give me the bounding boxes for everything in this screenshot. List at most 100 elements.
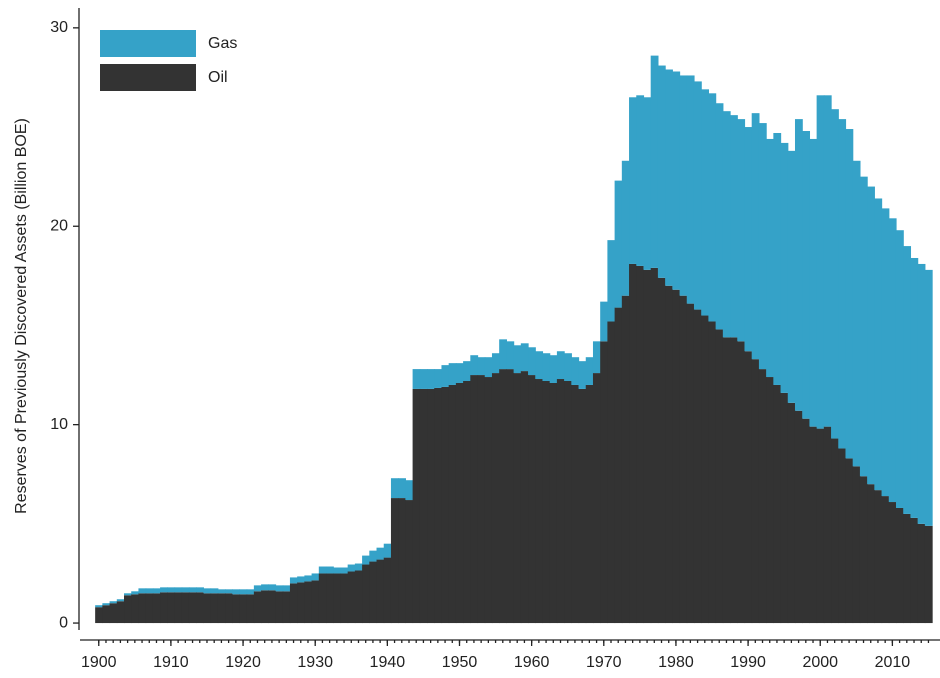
bar-segment [477,357,486,376]
legend-swatch [100,30,196,57]
bar-segment [513,373,522,624]
x-tick-label: 1900 [81,654,117,671]
bar-segment [614,307,623,624]
bar-segment [686,75,695,304]
bar-segment [455,382,464,624]
bar-segment [354,563,363,571]
bar-segment [506,369,515,624]
bar-segment [188,592,197,624]
bar-segment [188,587,197,593]
bar-segment [592,341,601,374]
bar-segment [326,573,334,624]
bar-segment [340,567,349,574]
bar-segment [225,589,233,594]
bar-segment [636,95,645,266]
bar-segment [744,127,753,352]
bar-segment [802,418,811,624]
bar-segment [455,363,464,383]
bar-segment [109,601,118,604]
bar-segment [145,593,154,624]
bar-segment [95,607,103,624]
bar-segment [383,557,392,624]
bar-segment [665,285,673,624]
bar-segment [441,365,450,387]
bar-segment [600,301,608,342]
y-tick-label: 0 [59,614,68,631]
bar-segment [109,603,118,624]
bar-segment [340,573,349,624]
bar-segment [701,89,710,316]
bar-segment [333,573,342,624]
bar-segment [831,109,839,439]
bar-segment [261,584,269,591]
bar-segment [874,490,883,624]
bar-segment [354,570,363,624]
bar-segment [318,573,327,624]
bar-segment [333,567,342,574]
bar-segment [845,458,854,624]
bar-segment [253,591,262,624]
bar-segment [614,180,623,308]
bar-segment [398,478,406,499]
x-tick-label: 1980 [658,654,694,671]
bar-segment [232,589,241,595]
bar-segment [773,384,782,624]
bar-segment [701,315,710,624]
bar-segment [405,480,414,501]
bar-segment [903,513,912,624]
bar-segment [246,594,255,624]
bar-segment [181,592,190,624]
bar-segment [528,375,536,624]
bar-segment [773,132,782,385]
bar-segment [470,355,479,376]
bar-segment [398,498,406,624]
bar-segment [347,571,356,624]
bar-segment [419,388,428,624]
bar-segment [362,564,370,624]
bar-segment [275,591,284,624]
bar-segment [607,321,616,624]
bar-segment [102,605,111,624]
bar-segment [730,337,738,624]
bar-segment [730,115,738,338]
bar-segment [506,341,515,370]
bar-segment [621,160,630,296]
bar-segment [650,55,659,268]
bar-segment [217,593,226,624]
bar-segment [499,339,507,370]
bar-segment [362,555,370,565]
bar-segment [145,588,154,594]
y-axis-label: Reserves of Previously Discovered Assets… [13,118,30,514]
bar-segment [751,359,760,624]
bar-segment [405,500,414,624]
bar-segment [780,392,789,624]
bar-segment [347,564,356,572]
bar-segment [571,384,580,624]
bar-segment [152,588,161,594]
bar-segment [816,95,825,429]
bar-segment [715,103,724,330]
x-tick-label: 2000 [802,654,838,671]
bar-segment [816,428,825,624]
bar-segment [528,347,536,376]
bar-segment [542,381,551,624]
y-tick-label: 30 [50,19,68,36]
bar-segment [210,588,219,594]
bar-segment [289,577,298,584]
bar-segment [253,585,262,592]
bar-segment [657,277,666,624]
bar-segment [809,426,818,624]
bar-segment [477,375,486,624]
bar-segment [412,388,421,624]
x-tick-label: 1950 [442,654,478,671]
bar-segment [693,81,702,310]
bar-segment [665,69,673,286]
bar-segment [549,355,558,383]
bar-segment [268,590,277,624]
bar-segment [311,580,320,624]
bar-segment [874,198,883,491]
bar-segment [838,448,847,624]
bar-segment [607,240,616,322]
bar-segment [831,438,839,624]
